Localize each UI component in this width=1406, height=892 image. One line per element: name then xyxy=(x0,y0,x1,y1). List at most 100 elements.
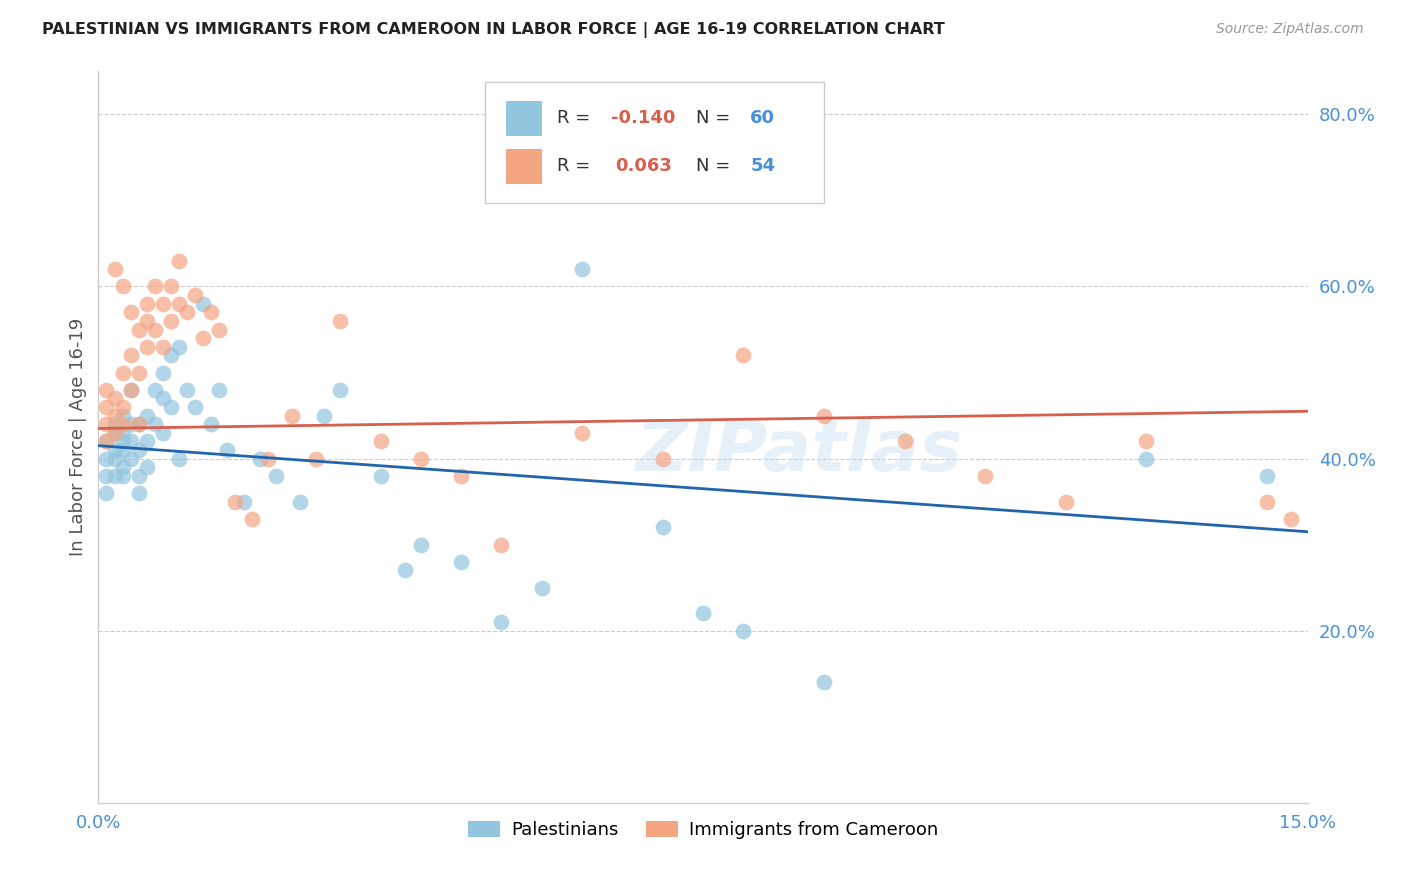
Point xyxy=(111,409,134,423)
Text: ZIPatlas: ZIPatlas xyxy=(636,417,963,486)
Point xyxy=(103,451,125,466)
Point xyxy=(305,451,328,466)
Point xyxy=(193,296,215,310)
Point xyxy=(128,322,150,336)
Point xyxy=(160,400,183,414)
Point xyxy=(96,434,118,449)
Point xyxy=(96,417,118,432)
Point xyxy=(152,425,174,440)
Point xyxy=(160,279,183,293)
Point xyxy=(314,409,336,423)
Point xyxy=(152,392,174,406)
Text: 54: 54 xyxy=(751,158,775,176)
Point xyxy=(208,383,231,397)
Point xyxy=(256,451,278,466)
Point xyxy=(103,392,125,406)
Point xyxy=(394,564,416,578)
Point xyxy=(176,383,198,397)
Text: Source: ZipAtlas.com: Source: ZipAtlas.com xyxy=(1216,22,1364,37)
Point xyxy=(96,468,118,483)
Point xyxy=(167,340,190,354)
Point xyxy=(450,555,472,569)
Point xyxy=(692,607,714,621)
Point xyxy=(224,494,246,508)
Point xyxy=(111,442,134,457)
Point xyxy=(143,383,166,397)
Point xyxy=(571,425,593,440)
Point xyxy=(264,468,287,483)
Point xyxy=(103,409,125,423)
Point xyxy=(96,400,118,414)
Point xyxy=(491,538,513,552)
Point xyxy=(409,538,432,552)
Point xyxy=(135,314,157,328)
FancyBboxPatch shape xyxy=(506,149,543,184)
Point xyxy=(288,494,311,508)
Text: 60: 60 xyxy=(751,109,775,128)
Point xyxy=(409,451,432,466)
Point xyxy=(370,468,392,483)
Point xyxy=(111,417,134,432)
Point xyxy=(167,253,190,268)
Point xyxy=(160,348,183,362)
Point xyxy=(111,279,134,293)
Point xyxy=(120,383,142,397)
Legend: Palestinians, Immigrants from Cameroon: Palestinians, Immigrants from Cameroon xyxy=(461,814,945,847)
Point xyxy=(111,460,134,475)
Point xyxy=(152,340,174,354)
Point xyxy=(167,451,190,466)
Point xyxy=(96,434,118,449)
Point xyxy=(184,288,207,302)
Point xyxy=(370,434,392,449)
Text: N =: N = xyxy=(696,109,735,128)
Point xyxy=(893,434,915,449)
Point xyxy=(120,451,142,466)
Point xyxy=(120,434,142,449)
Point xyxy=(651,520,673,534)
Point xyxy=(120,417,142,432)
Point xyxy=(160,314,183,328)
Point xyxy=(733,624,755,638)
Point xyxy=(1135,434,1157,449)
Point xyxy=(103,442,125,457)
Y-axis label: In Labor Force | Age 16-19: In Labor Force | Age 16-19 xyxy=(69,318,87,557)
Point xyxy=(200,305,222,319)
Text: N =: N = xyxy=(696,158,735,176)
Point xyxy=(103,425,125,440)
Point xyxy=(96,451,118,466)
Text: PALESTINIAN VS IMMIGRANTS FROM CAMEROON IN LABOR FORCE | AGE 16-19 CORRELATION C: PALESTINIAN VS IMMIGRANTS FROM CAMEROON … xyxy=(42,22,945,38)
Point xyxy=(152,366,174,380)
FancyBboxPatch shape xyxy=(485,82,824,203)
Point xyxy=(249,451,271,466)
Point xyxy=(103,425,125,440)
Point xyxy=(128,366,150,380)
Point xyxy=(217,442,239,457)
Point xyxy=(240,512,263,526)
Text: R =: R = xyxy=(557,158,596,176)
Point xyxy=(120,348,142,362)
Point xyxy=(530,581,553,595)
Point xyxy=(813,409,835,423)
Point xyxy=(103,417,125,432)
Point xyxy=(135,460,157,475)
Point xyxy=(329,314,352,328)
Point xyxy=(135,434,157,449)
Point xyxy=(120,305,142,319)
Point xyxy=(120,383,142,397)
Point xyxy=(111,425,134,440)
Point xyxy=(1256,468,1278,483)
Text: R =: R = xyxy=(557,109,596,128)
Point xyxy=(143,279,166,293)
Point xyxy=(1256,494,1278,508)
FancyBboxPatch shape xyxy=(506,101,543,136)
Point xyxy=(167,296,190,310)
Point xyxy=(96,383,118,397)
Point xyxy=(733,348,755,362)
Point xyxy=(128,468,150,483)
Point xyxy=(111,434,134,449)
Point xyxy=(128,442,150,457)
Point xyxy=(571,262,593,277)
Point xyxy=(143,322,166,336)
Point xyxy=(135,409,157,423)
Point xyxy=(281,409,304,423)
